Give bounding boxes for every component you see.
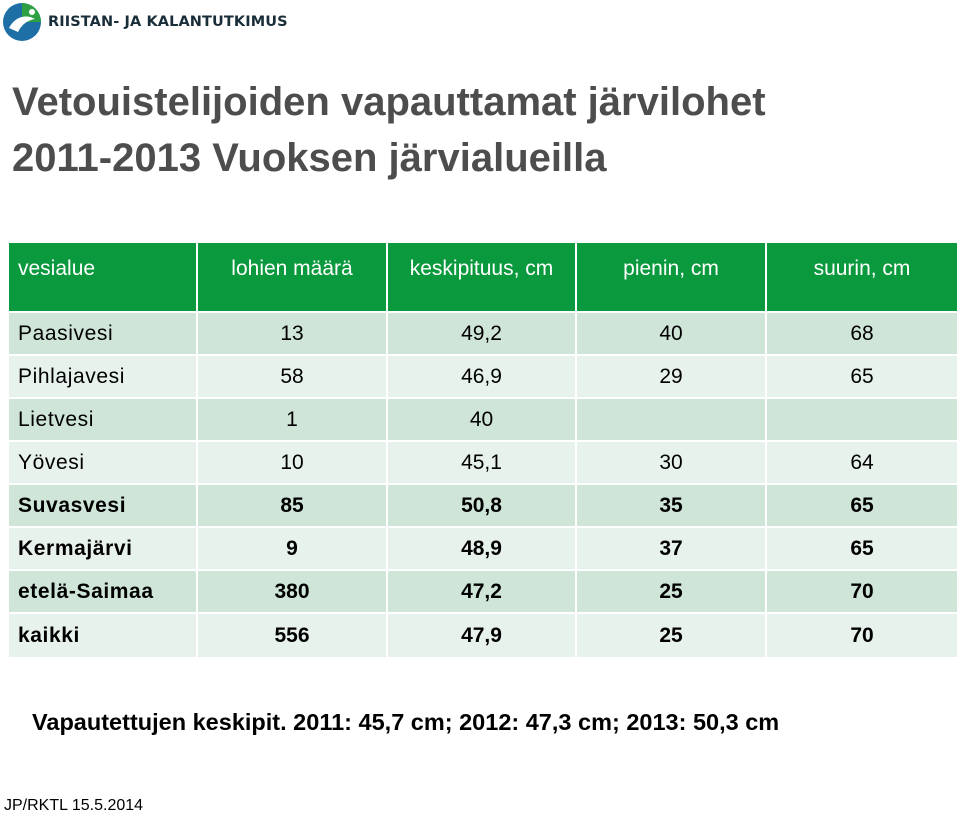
table-header-row: vesialue lohien määrä keskipituus, cm pi…: [9, 243, 957, 313]
cell-lohien-maara: 380: [198, 571, 388, 614]
table-row: Yövesi 10 45,1 30 64: [9, 442, 957, 485]
cell-lohien-maara: 10: [198, 442, 388, 485]
cell-suurin: 68: [767, 313, 957, 356]
header-pienin: pienin, cm: [577, 243, 767, 313]
table-row: Lietvesi 1 40: [9, 399, 957, 442]
rktl-logo-icon: [3, 3, 41, 41]
table-row: Pihlajavesi 58 46,9 29 65: [9, 356, 957, 399]
cell-pienin: 40: [577, 313, 767, 356]
cell-vesialue: Paasivesi: [9, 313, 198, 356]
page-title-line2: 2011-2013 Vuoksen järvialueilla: [12, 136, 607, 180]
cell-suurin: 70: [767, 614, 957, 657]
cell-lohien-maara: 58: [198, 356, 388, 399]
cell-vesialue: Lietvesi: [9, 399, 198, 442]
cell-suurin: 64: [767, 442, 957, 485]
cell-lohien-maara: 556: [198, 614, 388, 657]
cell-pienin: 30: [577, 442, 767, 485]
salmon-release-table: vesialue lohien määrä keskipituus, cm pi…: [9, 243, 957, 657]
cell-suurin: 70: [767, 571, 957, 614]
header-keskipituus: keskipituus, cm: [388, 243, 577, 313]
summary-note: Vapautettujen keskipit. 2011: 45,7 cm; 2…: [32, 709, 780, 735]
cell-vesialue: Suvasvesi: [9, 485, 198, 528]
cell-lohien-maara: 13: [198, 313, 388, 356]
cell-keskipituus: 46,9: [388, 356, 577, 399]
header-suurin: suurin, cm: [767, 243, 957, 313]
cell-pienin: 25: [577, 571, 767, 614]
cell-lohien-maara: 1: [198, 399, 388, 442]
cell-vesialue: etelä-Saimaa: [9, 571, 198, 614]
cell-keskipituus: 49,2: [388, 313, 577, 356]
cell-vesialue: Pihlajavesi: [9, 356, 198, 399]
page-title-line1: Vetouistelijoiden vapauttamat järvilohet: [12, 80, 766, 124]
cell-suurin: 65: [767, 528, 957, 571]
cell-pienin: 35: [577, 485, 767, 528]
cell-keskipituus: 45,1: [388, 442, 577, 485]
table-row: Suvasvesi 85 50,8 35 65: [9, 485, 957, 528]
cell-keskipituus: 50,8: [388, 485, 577, 528]
cell-suurin: 65: [767, 356, 957, 399]
cell-vesialue: Kermajärvi: [9, 528, 198, 571]
table-row: Paasivesi 13 49,2 40 68: [9, 313, 957, 356]
cell-keskipituus: 47,9: [388, 614, 577, 657]
cell-pienin: 25: [577, 614, 767, 657]
cell-lohien-maara: 9: [198, 528, 388, 571]
cell-pienin: 29: [577, 356, 767, 399]
header-vesialue: vesialue: [9, 243, 198, 313]
cell-pienin: 37: [577, 528, 767, 571]
cell-suurin: [767, 399, 957, 442]
cell-keskipituus: 48,9: [388, 528, 577, 571]
cell-vesialue: kaikki: [9, 614, 198, 657]
cell-pienin: [577, 399, 767, 442]
logo-text: RIISTAN- JA KALANTUTKIMUS: [48, 14, 288, 30]
table-row: Kermajärvi 9 48,9 37 65: [9, 528, 957, 571]
cell-keskipituus: 47,2: [388, 571, 577, 614]
cell-suurin: 65: [767, 485, 957, 528]
cell-vesialue: Yövesi: [9, 442, 198, 485]
logo: RIISTAN- JA KALANTUTKIMUS: [2, 2, 288, 42]
cell-keskipituus: 40: [388, 399, 577, 442]
page-title: Vetouistelijoiden vapauttamat järvilohet…: [12, 74, 766, 186]
cell-lohien-maara: 85: [198, 485, 388, 528]
header-lohien-maara: lohien määrä: [198, 243, 388, 313]
table-row: kaikki 556 47,9 25 70: [9, 614, 957, 657]
table-row: etelä-Saimaa 380 47,2 25 70: [9, 571, 957, 614]
footer-signature: JP/RKTL 15.5.2014: [4, 797, 144, 814]
